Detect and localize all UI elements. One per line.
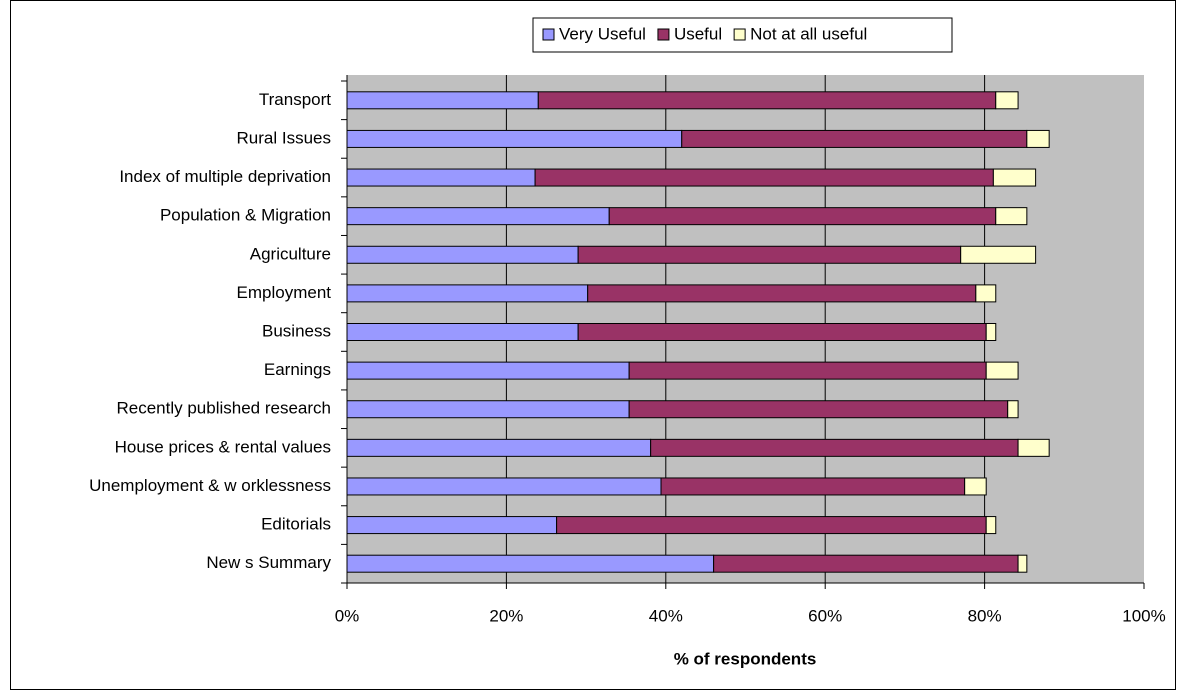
bar-segment <box>346 516 558 535</box>
bar-segment <box>628 361 987 380</box>
y-tick-label: Population & Migration <box>160 206 331 225</box>
bar-segment <box>713 554 1019 573</box>
y-tick-label: Index of multiple deprivation <box>119 167 331 186</box>
bar-segment <box>960 245 1037 264</box>
legend-label: Not at all useful <box>750 24 867 43</box>
bar-segment <box>346 245 579 264</box>
bar-segment <box>346 284 589 303</box>
legend-swatch <box>657 28 670 41</box>
bar-segment <box>608 207 997 226</box>
legend-swatch <box>542 28 555 41</box>
bar-segment <box>346 361 630 380</box>
bar-segment <box>1017 438 1050 457</box>
y-tick-label: Editorials <box>261 515 331 534</box>
y-tick-label: Unemployment & w orklessness <box>89 476 331 495</box>
x-tick-label: 100% <box>1122 606 1165 625</box>
bar-segment <box>577 323 987 341</box>
bar-segment <box>660 477 966 496</box>
x-tick-label: 0% <box>335 606 360 625</box>
bar-segment <box>346 554 715 573</box>
x-tick-label: 60% <box>808 606 842 625</box>
bar-segment <box>1017 554 1028 573</box>
y-tick-label: Employment <box>237 283 332 302</box>
x-tick-label: 40% <box>649 606 683 625</box>
legend-swatch <box>733 28 746 41</box>
bar-segment <box>346 168 536 187</box>
bar-segment <box>995 207 1028 226</box>
y-tick-label: Transport <box>259 90 331 109</box>
bar-segment <box>975 284 997 303</box>
bar-segment <box>992 168 1037 187</box>
bar-segment <box>1007 400 1019 419</box>
y-tick-label: Rural Issues <box>237 128 331 147</box>
bar-segment <box>681 129 1028 148</box>
bar-segment <box>346 438 652 457</box>
y-tick-label: Recently published research <box>116 399 331 418</box>
y-tick-label: Business <box>262 321 331 340</box>
bar-segment <box>346 207 610 226</box>
bar-segment <box>964 477 987 496</box>
bar-segment <box>346 323 579 341</box>
bar-segment <box>985 361 1019 380</box>
x-axis-title: % of respondents <box>674 649 817 668</box>
bar-segment <box>650 438 1019 457</box>
bar-segment <box>556 516 987 535</box>
bar-segment <box>346 477 662 496</box>
legend-label: Very Useful <box>559 24 646 43</box>
bar-segment <box>577 245 962 264</box>
y-tick-label: Earnings <box>264 360 331 379</box>
bar-segment <box>537 91 997 110</box>
x-tick-label: 80% <box>968 606 1002 625</box>
bar-segment <box>1026 129 1050 148</box>
bar-segment <box>346 129 683 148</box>
bar-segment <box>346 400 630 419</box>
bar-segment <box>587 284 977 303</box>
bar-segment <box>985 323 997 341</box>
y-tick-label: New s Summary <box>206 553 331 572</box>
y-tick-label: Agriculture <box>250 244 331 263</box>
x-tick-label: 20% <box>489 606 523 625</box>
bar-segment <box>985 516 997 535</box>
y-tick-label: House prices & rental values <box>115 437 331 456</box>
bar-segment <box>346 91 539 110</box>
bar-segment <box>995 91 1019 110</box>
bar-segment <box>534 168 994 187</box>
bar-segment <box>628 400 1009 419</box>
legend-label: Useful <box>674 24 722 43</box>
